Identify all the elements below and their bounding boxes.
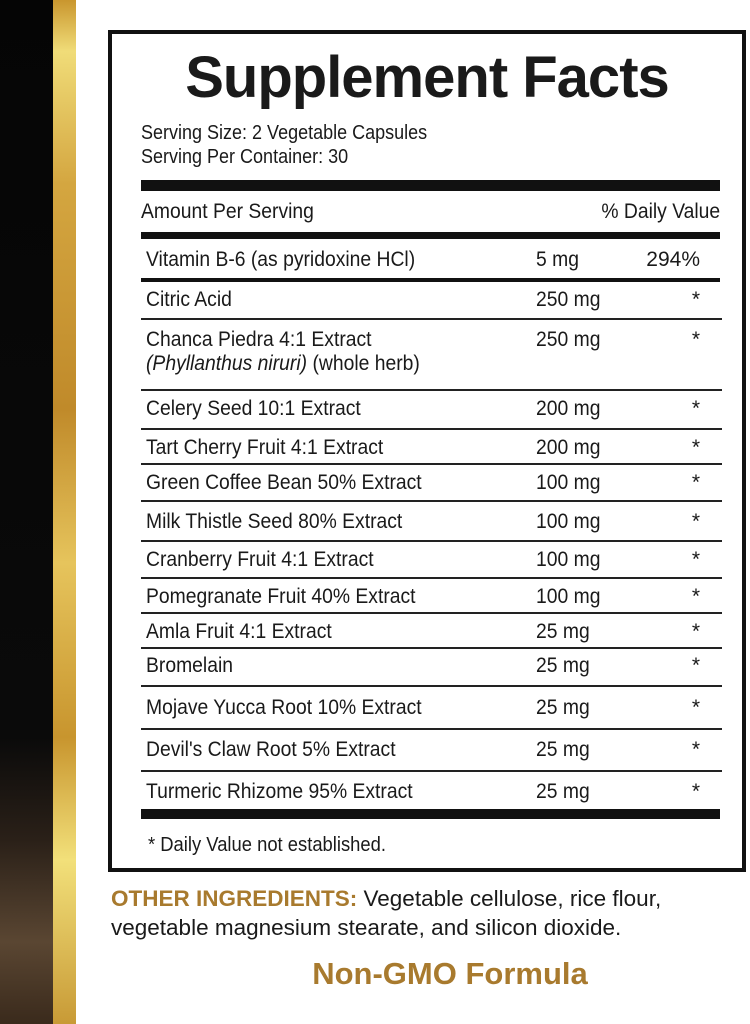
panel-title: Supplement Facts	[185, 45, 670, 110]
row-divider	[141, 318, 722, 320]
other-ingredients: OTHER INGREDIENTS: Vegetable cellulose, …	[111, 884, 750, 942]
other-ingredients-label: OTHER INGREDIENTS:	[111, 886, 358, 911]
row-divider	[141, 463, 722, 465]
row-divider	[141, 278, 720, 282]
ingredient-name: Vitamin B-6 (as pyridoxine HCl)	[146, 248, 416, 271]
ingredient-dv: *	[691, 548, 700, 571]
decorative-gold-strip	[53, 0, 76, 1024]
ingredient-amount: 100 mg	[536, 585, 601, 608]
ingredient-amount: 250 mg	[536, 288, 601, 311]
ingredient-amount: 100 mg	[536, 510, 601, 533]
ingredient-amount: 200 mg	[536, 436, 601, 459]
ingredient-name: Bromelain	[146, 654, 233, 677]
supplement-facts-panel: Supplement Facts Serving Size: 2 Vegetab…	[108, 30, 746, 872]
ingredient-name: Citric Acid	[146, 288, 232, 311]
ingredient-name: Cranberry Fruit 4:1 Extract	[146, 548, 374, 571]
row-divider	[141, 770, 722, 772]
row-divider	[141, 540, 722, 542]
ingredient-name: Green Coffee Bean 50% Extract	[146, 471, 422, 494]
ingredient-amount: 25 mg	[536, 654, 590, 677]
amount-header: Amount Per Serving	[141, 200, 314, 223]
footnote: * Daily Value not established.	[148, 834, 386, 856]
ingredient-dv: *	[691, 738, 700, 761]
ingredient-amount: 200 mg	[536, 397, 601, 420]
row-divider	[141, 612, 722, 614]
ingredient-name: Turmeric Rhizome 95% Extract	[146, 780, 413, 803]
servings-per-container: Serving Per Container: 30	[141, 146, 349, 168]
ingredient-name: Celery Seed 10:1 Extract	[146, 397, 361, 420]
ingredient-amount: 25 mg	[536, 780, 590, 803]
divider-thick	[141, 809, 720, 819]
ingredient-dv: *	[691, 328, 700, 351]
ingredient-amount: 100 mg	[536, 471, 601, 494]
ingredient-amount: 25 mg	[536, 696, 590, 719]
ingredient-dv: *	[691, 510, 700, 533]
row-divider	[141, 389, 722, 391]
ingredient-dv: *	[691, 620, 700, 643]
ingredient-dv: *	[691, 780, 700, 803]
ingredient-dv: *	[691, 696, 700, 719]
ingredient-dv: *	[691, 436, 700, 459]
ingredient-dv: 294%	[646, 248, 700, 271]
ingredient-amount: 5 mg	[536, 248, 579, 271]
ingredient-name: Milk Thistle Seed 80% Extract	[146, 510, 403, 533]
non-gmo-tagline: Non-GMO Formula	[312, 956, 588, 991]
ingredient-dv: *	[691, 288, 700, 311]
ingredient-amount: 250 mg	[536, 328, 601, 351]
ingredient-name: Amla Fruit 4:1 Extract	[146, 620, 332, 643]
ingredient-name: Mojave Yucca Root 10% Extract	[146, 696, 422, 719]
dv-header: % Daily Value	[601, 200, 720, 223]
ingredient-dv: *	[691, 471, 700, 494]
ingredient-dv: *	[691, 397, 700, 420]
row-divider	[141, 647, 722, 649]
other-ingredients-text: Vegetable cellulose, rice flour, vegetab…	[111, 886, 662, 940]
ingredient-dv: *	[691, 585, 700, 608]
row-divider	[141, 728, 722, 730]
divider-medium	[141, 232, 720, 239]
row-divider	[141, 577, 722, 579]
ingredient-dv: *	[691, 654, 700, 677]
row-divider	[141, 500, 722, 502]
ingredient-name: Tart Cherry Fruit 4:1 Extract	[146, 436, 384, 459]
decorative-black-strip	[0, 0, 53, 1024]
row-divider	[141, 685, 722, 687]
row-divider	[141, 428, 722, 430]
ingredient-amount: 25 mg	[536, 620, 590, 643]
ingredient-name: Chanca Piedra 4:1 Extract (Phyllanthus ni…	[146, 328, 420, 375]
ingredient-name: Pomegranate Fruit 40% Extract	[146, 585, 416, 608]
ingredient-amount: 100 mg	[536, 548, 601, 571]
ingredient-amount: 25 mg	[536, 738, 590, 761]
ingredient-name: Devil's Claw Root 5% Extract	[146, 738, 396, 761]
divider-thick	[141, 180, 720, 191]
serving-size: Serving Size: 2 Vegetable Capsules	[141, 122, 428, 144]
